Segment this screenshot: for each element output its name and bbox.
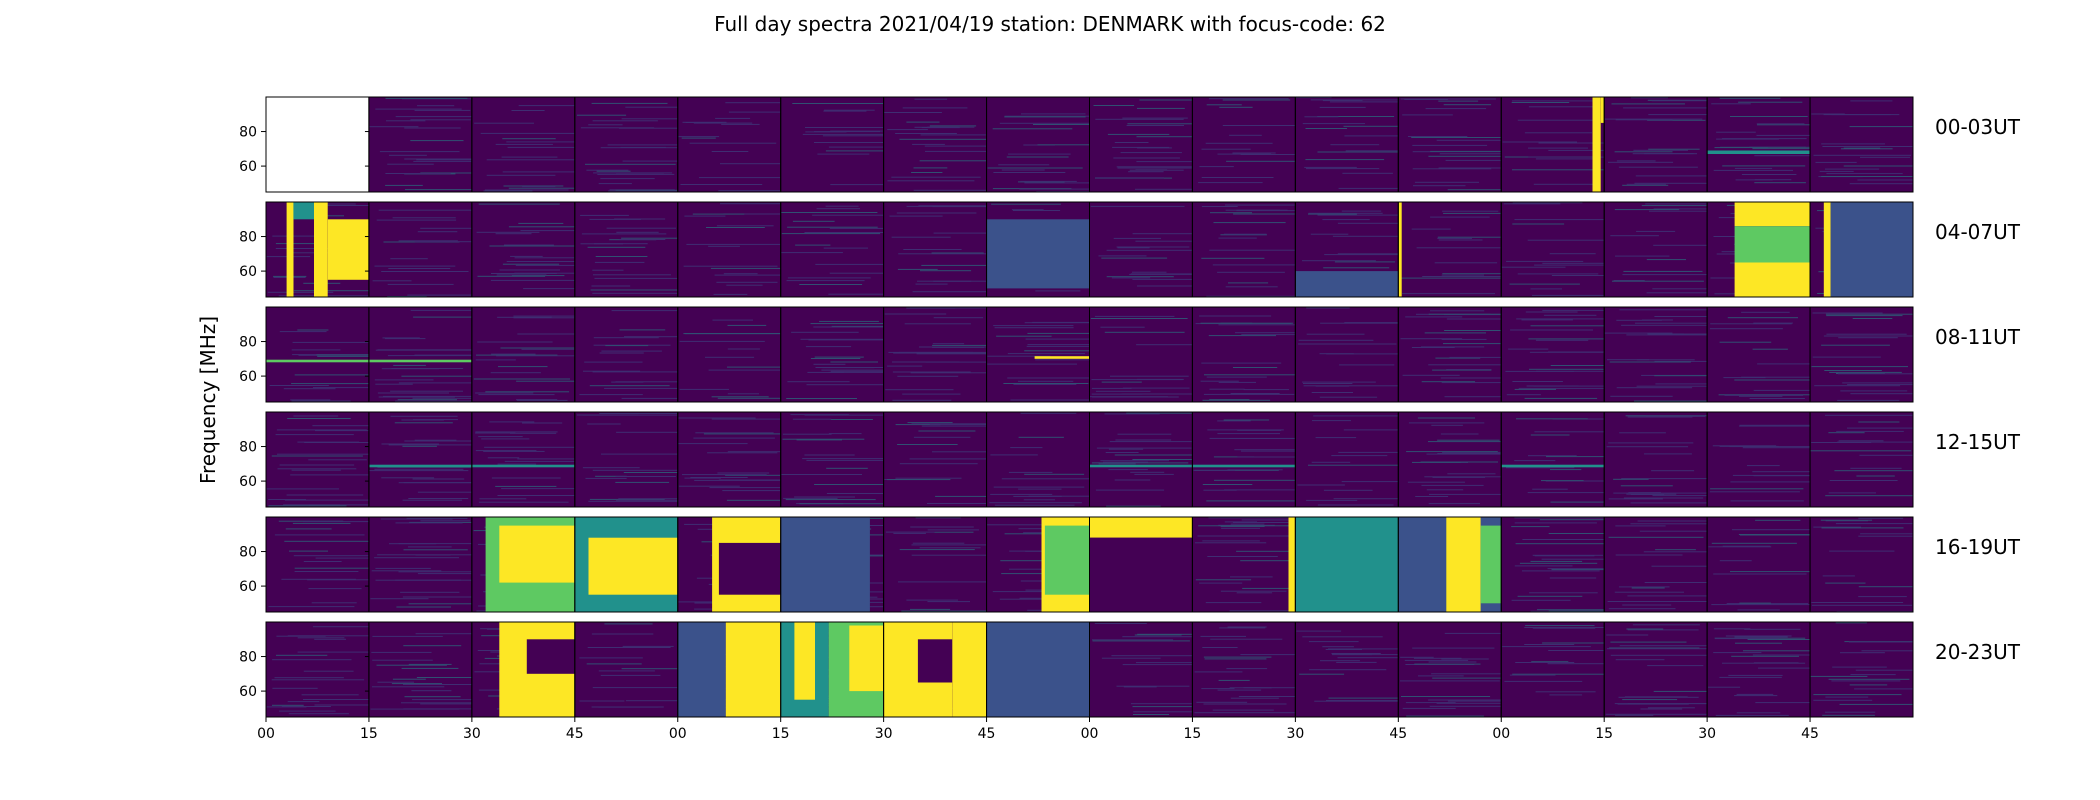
- y-tick-label: 60: [239, 684, 257, 700]
- x-tick-label: 45: [1389, 726, 1407, 742]
- x-tick-label: 45: [1801, 726, 1819, 742]
- burst-region: [1288, 517, 1296, 612]
- spectra-row: 60 80 08-11UT: [239, 306, 2021, 403]
- burst-region: [1600, 97, 1605, 123]
- y-tick-label: 80: [239, 650, 257, 666]
- burst-region: [1089, 537, 1193, 612]
- panel-frame: [1809, 306, 1914, 403]
- y-tick-label: 60: [239, 369, 257, 385]
- x-tick-label: 00: [669, 726, 687, 742]
- y-tick-label: 60: [239, 579, 257, 595]
- spectra-row: 60 80 20-23UT: [239, 621, 2021, 718]
- burst-region: [677, 622, 726, 717]
- spectra-row: 60 80 16-19UT: [239, 516, 2021, 613]
- burst-region: [986, 219, 1090, 289]
- missing-panel: [266, 97, 369, 192]
- spectra-row: 60 80 04-07UT: [239, 201, 2021, 298]
- burst-region: [1734, 226, 1811, 263]
- row-label: 08-11UT: [1935, 325, 2021, 349]
- y-tick-label: 80: [239, 125, 257, 141]
- burst-region: [1398, 202, 1402, 297]
- burst-region: [780, 517, 870, 612]
- row-label: 00-03UT: [1935, 115, 2021, 139]
- x-tick-label: 30: [875, 726, 893, 742]
- row-label: 12-15UT: [1935, 430, 2021, 454]
- x-tick-label: 00: [1492, 726, 1510, 742]
- panel-frame: [1809, 201, 1914, 298]
- row-label: 16-19UT: [1935, 535, 2021, 559]
- burst-region: [1295, 271, 1399, 297]
- y-tick-label: 80: [239, 230, 257, 246]
- chart-title: Full day spectra 2021/04/19 station: DEN…: [714, 12, 1386, 36]
- noise-texture: [267, 97, 1913, 192]
- panel-frame: [1809, 411, 1914, 508]
- burst-region: [1446, 517, 1481, 612]
- x-tick-label: 45: [566, 726, 584, 742]
- y-tick-label: 60: [239, 159, 257, 175]
- burst-region: [588, 537, 678, 595]
- burst-region: [1823, 202, 1831, 297]
- x-tick-label: 45: [978, 726, 996, 742]
- burst-region: [1089, 517, 1193, 538]
- burst-region: [499, 525, 575, 583]
- burst-region: [1034, 356, 1090, 359]
- burst-region: [725, 622, 781, 717]
- burst-region: [1734, 202, 1811, 227]
- y-tick-label: 80: [239, 335, 257, 351]
- x-tick-label: 00: [257, 726, 275, 742]
- burst-region: [293, 202, 314, 220]
- x-tick-label: 15: [360, 726, 378, 742]
- burst-region: [849, 625, 884, 692]
- x-tick-label: 30: [1286, 726, 1304, 742]
- burst-region: [718, 542, 781, 595]
- y-tick-label: 80: [239, 545, 257, 561]
- x-tick-label: 30: [463, 726, 481, 742]
- burst-region: [1044, 525, 1090, 595]
- spectra-row: 60 80 12-15UT: [239, 411, 2021, 508]
- y-tick-label: 60: [239, 474, 257, 490]
- noise-texture: [266, 412, 1913, 507]
- x-tick-label: 15: [1595, 726, 1613, 742]
- x-tick-label: 30: [1698, 726, 1716, 742]
- spectra-row: 60 80 00-03UT: [239, 96, 2021, 193]
- x-tick-label: 00: [1081, 726, 1099, 742]
- burst-region: [986, 622, 1090, 717]
- burst-region: [1707, 150, 1810, 154]
- burst-region: [794, 622, 815, 700]
- burst-region: [526, 639, 575, 674]
- burst-region: [1295, 517, 1399, 612]
- panel-frame: [1809, 516, 1914, 613]
- y-tick-label: 80: [239, 440, 257, 456]
- x-tick-label: 15: [772, 726, 790, 742]
- burst-region: [327, 219, 369, 280]
- burst-region: [952, 622, 987, 717]
- noise-texture: [269, 307, 1913, 402]
- panel-frame: [1809, 621, 1914, 718]
- burst-region: [1501, 464, 1605, 468]
- x-tick-label: 15: [1184, 726, 1202, 742]
- burst-region: [286, 202, 294, 297]
- row-label: 20-23UT: [1935, 640, 2021, 664]
- burst-region: [1734, 262, 1811, 297]
- y-tick-label: 60: [239, 264, 257, 280]
- x-axis: 00 15 30 45 00 15 30 45 00 15 30 45 00 15 30 45: [257, 717, 1819, 742]
- spectra-rows: 60 80 00-03UT 60 80 04-07UT 60 80 08-11UT 60 80 12-…: [239, 96, 2021, 718]
- burst-region: [1480, 525, 1502, 604]
- burst-region: [314, 202, 328, 297]
- burst-region: [1830, 202, 1913, 297]
- y-axis-label: Frequency [MHz]: [196, 316, 220, 484]
- panel-frame: [1809, 96, 1914, 193]
- row-label: 04-07UT: [1935, 220, 2021, 244]
- burst-region: [1592, 97, 1601, 192]
